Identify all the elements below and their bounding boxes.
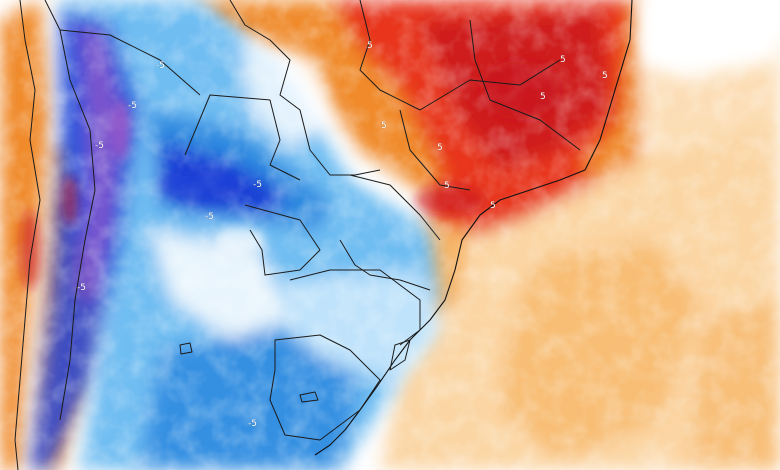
border-bolivia-west — [59, 29, 201, 96]
contour-label: -5 — [253, 180, 262, 190]
contour-label: 5 — [381, 121, 387, 131]
patch-red-andes-2 — [62, 175, 78, 225]
contour-label: 5 — [602, 71, 608, 81]
contour-label: -5 — [77, 283, 86, 293]
political-borders — [14, 0, 633, 470]
border-rio-grande — [289, 269, 421, 346]
contour-label: 5 — [540, 92, 546, 102]
border-brazil-states-1 — [359, 0, 421, 111]
border-argentina-brazil — [339, 239, 431, 291]
contour-label: 5 — [437, 143, 443, 153]
contour-label: 5 — [367, 41, 373, 51]
border-chile-argentina — [14, 0, 41, 470]
border-paraguay — [244, 204, 321, 276]
contour-label: -5 — [128, 101, 137, 111]
contour-label: 5 — [560, 55, 566, 65]
border-brazil-states-5 — [349, 174, 441, 241]
lagoon-outline — [389, 339, 411, 371]
border-brazil-states-2 — [419, 59, 561, 111]
patch-red-andes — [20, 210, 40, 290]
contour-labels: -5 -5 -5 -5 -5 -5 -5 5 5 5 5 5 5 5 5 — [77, 41, 608, 430]
contour-label: -5 — [248, 419, 257, 429]
border-bolivia-paraguay — [184, 94, 301, 181]
border-brazil-states-3 — [399, 109, 471, 191]
patch-red-2 — [415, 185, 485, 215]
border-brazil-states-4 — [469, 19, 581, 151]
border-andes-east — [44, 0, 96, 421]
patch-blue-1 — [160, 167, 240, 203]
small-lake — [299, 391, 319, 403]
contour-label: -5 — [95, 141, 104, 151]
patch-purple-1 — [110, 100, 130, 160]
small-lake-2 — [179, 342, 193, 355]
contour-label: -5 — [205, 212, 214, 222]
contour-label: 5 — [490, 201, 496, 211]
detail-patches — [20, 60, 560, 290]
patch-white-lake — [215, 226, 265, 254]
contour-label: 5 — [444, 181, 450, 191]
contour-label: -5 — [156, 61, 165, 71]
border-uruguay — [269, 334, 381, 441]
border-brazil-bolivia — [229, 0, 381, 176]
patch-red-1 — [480, 60, 560, 120]
